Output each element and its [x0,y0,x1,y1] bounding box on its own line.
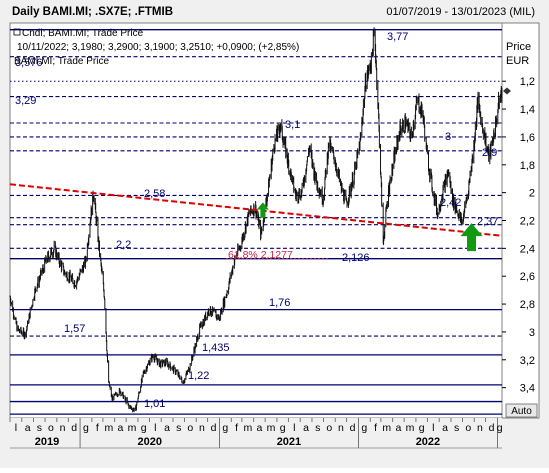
month-label-22: m [267,422,276,434]
month-label-33: a [395,422,401,434]
level-label-2-58: 2,58 [144,188,165,200]
month-label-1: a [25,422,31,434]
month-label-29: d [350,422,356,434]
candle-series [9,27,503,413]
price-tick-label-6: 2,2 [520,216,535,228]
last-price-marker [503,87,511,95]
month-label-14: s [176,422,181,434]
level-label-2-37: 2,37 [477,216,498,228]
price-tick-label-8: 1,8 [520,160,535,172]
month-label-39: o [465,422,471,434]
price-tick-label-11: 1,2 [520,76,535,88]
month-label-6: g [83,422,89,434]
level-label-1-22: 1,22 [188,370,209,382]
legend-line-3: BAMI.MI; Trade Price [14,56,109,67]
price-tick-label-10: 1,4 [520,104,535,116]
year-label-2020: 2020 [138,436,162,448]
axis-unit: EUR [506,55,529,67]
price-tick-label-0: 3,4 [520,383,535,395]
month-label-26: s [315,422,320,434]
level-label-3-29: 3,29 [15,95,36,107]
legend-line-1: Cndl; BAMI.MI; Trade Price [22,28,144,39]
month-label-9: a [118,422,124,434]
month-label-19: f [235,422,238,434]
level-label-2-9: 2,9 [482,147,497,159]
month-label-4: n [60,422,66,434]
month-label-11: g [141,422,147,434]
month-label-8: m [104,422,113,434]
month-label-41: d [489,422,495,434]
level-label-2-2: 2,2 [116,239,131,251]
month-label-32: m [382,422,391,434]
date-axis-panel [10,418,502,460]
level-label-3-576: 3,576 [15,57,43,69]
month-label-10: m [128,422,137,434]
legend-line-2: 10/11/2022; 3,1980; 3,2900; 3,1900; 3,25… [17,42,299,53]
month-label-30: g [361,422,367,434]
level-label-1-435: 1,435 [202,342,230,354]
horizontal-levels [10,29,502,415]
chart-title: Daily BAMI.MI; .SX7E; .FTMIB [12,6,173,18]
level-label-3-77: 3,77 [387,31,408,43]
price-tick-label-3: 2,8 [520,299,535,311]
level-label-2-42: 2,42 [440,197,461,209]
month-label-35: g [419,422,425,434]
month-label-15: o [187,422,193,434]
month-label-18: g [222,422,228,434]
month-label-28: n [338,422,344,434]
trendline [9,183,503,237]
month-label-23: g [280,422,286,434]
price-tick-label-1: 3,2 [520,355,535,367]
month-label-3: o [48,422,54,434]
year-label-2019: 2019 [35,436,59,448]
year-label-2022: 2022 [416,436,440,448]
month-label-38: s [454,422,459,434]
month-label-36: l [432,422,434,434]
month-label-17: d [211,422,217,434]
plot-area [9,22,503,419]
up-arrow-1 [256,202,269,218]
price-axis-ticks: 3,4 3,2 3 2,8 2,6 2,4 2,2 2 1,8 1,6 1,4 1,2 [502,76,535,395]
auto-scale-label: Auto [511,406,532,417]
month-label-34: m [406,422,415,434]
up-arrow-2 [460,223,483,252]
month-label-2: s [37,422,42,434]
month-label-42: g [497,422,503,434]
level-label-1-01: 1,01 [144,398,165,410]
fibonacci-label: 61,8% 2,1277 [228,249,293,261]
price-tick-label-4: 2,6 [520,271,535,283]
level-label-1-76: 1,76 [269,297,290,309]
month-label-21: a [257,422,263,434]
level-label-3: 3 [445,131,451,143]
month-label-0: l [15,422,17,434]
month-label-25: a [303,422,309,434]
price-tick-label-5: 2,4 [520,243,535,255]
month-label-20: m [243,422,252,434]
month-label-16: n [199,422,205,434]
legend-candle-swatch [13,28,21,36]
level-label-2-126: 2,126 [342,252,370,264]
level-label-1-57: 1,57 [64,323,85,335]
month-label-31: f [374,422,377,434]
month-label-5: d [71,422,77,434]
price-tick-label-2: 3 [529,327,535,339]
month-label-13: a [164,422,170,434]
auto-scale-button[interactable] [505,403,538,418]
month-label-37: a [442,422,448,434]
price-tick-label-7: 2 [529,188,535,200]
month-label-12: l [154,422,156,434]
level-label-3-1: 3,1 [285,119,300,131]
axis-title: Price [506,41,531,53]
month-label-24: l [293,422,295,434]
date-range: 01/07/2019 - 13/01/2023 (MIL) [386,6,535,18]
trendline-group [9,183,503,259]
month-label-7: f [96,422,99,434]
month-label-40: n [477,422,483,434]
month-label-27: o [326,422,332,434]
year-label-2021: 2021 [277,436,301,448]
price-tick-label-9: 1,6 [520,132,535,144]
